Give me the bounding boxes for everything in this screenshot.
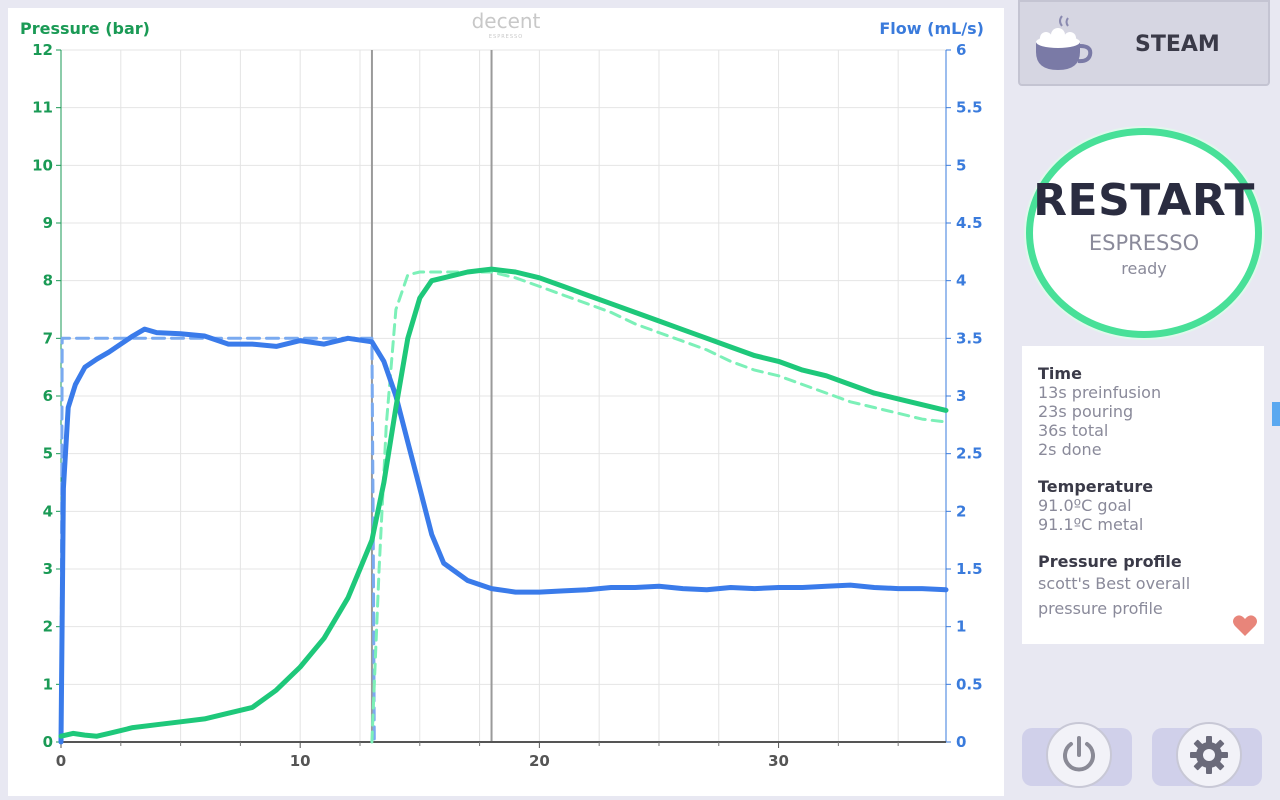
settings-button-circle — [1176, 722, 1242, 788]
right-tick-label: 1.5 — [956, 560, 983, 578]
time-done: 2s done — [1038, 440, 1102, 459]
brand-logo: decent — [472, 9, 541, 33]
left-tick-label: 11 — [32, 99, 53, 117]
x-tick-label: 30 — [768, 752, 789, 770]
machine-status: ready — [1121, 259, 1167, 278]
heart-icon[interactable] — [1232, 614, 1258, 638]
x-tick-label: 0 — [56, 752, 66, 770]
chart-grid — [60, 49, 946, 743]
left-tick-label: 12 — [32, 41, 53, 59]
time-pouring: 23s pouring — [1038, 402, 1134, 421]
pressure-series-line — [58, 266, 949, 739]
shot-info-card: Time 13s preinfusion 23s pouring 36s tot… — [1022, 346, 1264, 644]
temperature-goal: 91.0ºC goal — [1038, 496, 1132, 515]
restart-subtitle: ESPRESSO — [1088, 231, 1200, 255]
x-tick-label: 20 — [529, 752, 550, 770]
chart-axes: 012345678910111200.511.522.533.544.555.5… — [32, 41, 982, 770]
pressure-goal-series-line — [370, 270, 948, 744]
right-tick-label: 6 — [956, 41, 966, 59]
right-tick-label: 2.5 — [956, 445, 983, 463]
restart-title: RESTART — [1033, 175, 1255, 226]
profile-name[interactable]: scott's Best overall pressure profile — [1038, 571, 1248, 621]
right-tick-label: 3 — [956, 387, 966, 405]
x-tick-label: 10 — [290, 752, 311, 770]
right-axis-title: Flow (mL/s) — [879, 19, 984, 38]
flow-goal-series-line — [59, 336, 376, 744]
power-button[interactable] — [1022, 722, 1132, 788]
shot-chart: 012345678910111200.511.522.533.544.555.5… — [20, 9, 984, 770]
power-icon — [1063, 736, 1095, 772]
power-button-circle — [1046, 722, 1112, 788]
profile-heading: Pressure profile — [1038, 552, 1182, 571]
left-tick-label: 5 — [43, 445, 53, 463]
profile-name-line-1: scott's Best overall — [1038, 574, 1191, 593]
profile-name-line-2: pressure profile — [1038, 599, 1163, 618]
temperature-heading: Temperature — [1038, 477, 1154, 496]
steam-label: STEAM — [1135, 32, 1220, 57]
time-heading: Time — [1038, 364, 1082, 383]
restart-espresso-button[interactable]: RESTART ESPRESSO ready — [1026, 128, 1262, 338]
settings-button[interactable] — [1152, 722, 1262, 788]
right-tick-label: 4.5 — [956, 214, 983, 232]
right-tick-label: 0.5 — [956, 675, 983, 693]
left-tick-label: 0 — [43, 733, 53, 751]
right-tick-label: 0 — [956, 733, 966, 751]
right-tick-label: 3.5 — [956, 329, 983, 347]
temperature-metal: 91.1ºC metal — [1038, 515, 1144, 534]
steam-cup-icon — [1036, 15, 1093, 70]
time-total: 36s total — [1038, 421, 1109, 440]
shot-chart-panel: 0 1 2 3 4 5 6 7 8 9 10 11 12 0 0.5 1 1.5 2 2.5 3 3.5 4 4.5 5 5.5… — [8, 8, 1004, 796]
brand-logo-sub: ESPRESSO — [489, 34, 523, 40]
right-tick-label: 4 — [956, 272, 966, 290]
left-tick-label: 8 — [43, 272, 53, 290]
time-preinfusion: 13s preinfusion — [1038, 383, 1162, 402]
left-tick-label: 6 — [43, 387, 53, 405]
left-tick-label: 9 — [43, 214, 53, 232]
left-tick-label: 10 — [32, 156, 53, 174]
right-tick-label: 2 — [956, 502, 966, 520]
left-tick-label: 3 — [43, 560, 53, 578]
right-tick-label: 5 — [956, 156, 966, 174]
left-tick-label: 1 — [43, 675, 53, 693]
left-tick-label: 2 — [43, 618, 53, 636]
right-tick-label: 5.5 — [956, 99, 983, 117]
right-tick-label: 1 — [956, 618, 966, 636]
left-tick-label: 7 — [43, 329, 53, 347]
chart-series — [58, 266, 949, 745]
left-axis-title: Pressure (bar) — [20, 19, 150, 38]
steam-button[interactable]: STEAM — [1018, 0, 1270, 86]
flow-series-line — [58, 326, 949, 745]
gear-icon — [1190, 736, 1228, 774]
side-scroll-tab[interactable] — [1272, 402, 1280, 426]
left-tick-label: 4 — [43, 502, 53, 520]
